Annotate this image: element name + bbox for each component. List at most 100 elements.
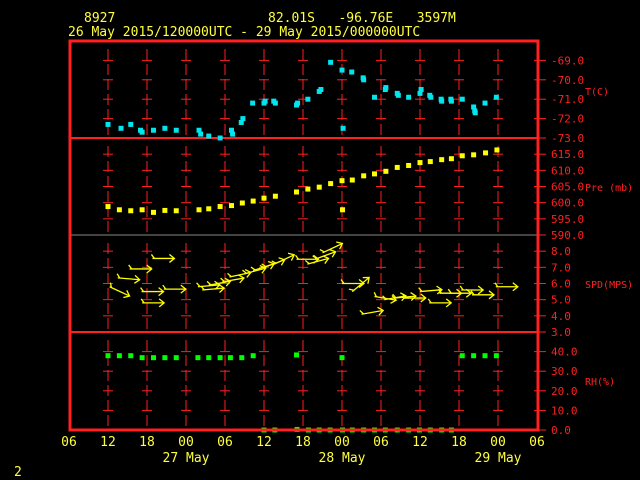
t-point bbox=[262, 98, 268, 104]
wind-arrow-head bbox=[146, 264, 153, 274]
t-point bbox=[361, 77, 367, 83]
rh-point bbox=[471, 353, 477, 359]
wind-arrow bbox=[271, 252, 296, 265]
wind-arrow bbox=[402, 293, 427, 303]
t-point bbox=[295, 100, 301, 106]
p-point bbox=[250, 198, 256, 204]
wind-arrow-shaft bbox=[314, 251, 336, 260]
y-tick-label: 8.0 bbox=[551, 245, 571, 258]
wind-arrow-barb bbox=[312, 255, 318, 260]
y-tick-label: 600.0 bbox=[551, 197, 584, 210]
wind-arrow bbox=[116, 273, 141, 284]
wind-arrow-barb bbox=[373, 292, 378, 298]
t-point bbox=[428, 94, 434, 100]
x-tick-label: 06 bbox=[529, 435, 545, 450]
wind-arrow-head bbox=[399, 292, 407, 302]
t-point bbox=[328, 59, 334, 65]
rh-point bbox=[206, 355, 212, 361]
rh-point bbox=[227, 355, 233, 361]
wind-arrow-head bbox=[123, 290, 131, 299]
y-axis-label: Pre (mb) bbox=[585, 183, 633, 194]
wind-arrow bbox=[140, 287, 165, 297]
wind-arrow-barb bbox=[359, 309, 364, 315]
p-point bbox=[116, 207, 122, 213]
wind-arrow-head bbox=[158, 287, 165, 297]
y-tick-label: 5.0 bbox=[551, 294, 571, 307]
wind-arrow-head bbox=[362, 276, 370, 284]
p-point bbox=[459, 153, 465, 159]
station-id: 8927 bbox=[84, 11, 115, 26]
wind-arrow-head bbox=[336, 241, 344, 250]
wind-arrow-head bbox=[410, 292, 417, 302]
wind-arrow bbox=[348, 276, 370, 293]
wind-arrow-head bbox=[477, 285, 485, 295]
p-point bbox=[372, 171, 377, 177]
y-tick-label: 30.0 bbox=[551, 365, 578, 378]
wind-arrow-shaft bbox=[109, 286, 130, 297]
wind-arrow-head bbox=[180, 284, 187, 294]
y-tick-label: 590.0 bbox=[551, 229, 584, 242]
t-point bbox=[372, 94, 377, 100]
p-point bbox=[206, 206, 212, 212]
y-axis-label: SPD(MPS) bbox=[585, 280, 633, 291]
rh-point bbox=[339, 355, 345, 361]
rh-point bbox=[250, 353, 256, 359]
wind-arrow-barb bbox=[494, 282, 499, 288]
wind-arrow-barb bbox=[242, 269, 247, 274]
rh-point bbox=[139, 355, 145, 361]
wind-arrow-barb bbox=[470, 290, 475, 296]
rh-point bbox=[294, 352, 299, 358]
wind-arrow-barb bbox=[116, 273, 121, 279]
wind-arrow-barb bbox=[437, 288, 443, 294]
wind-arrow bbox=[418, 285, 443, 295]
wind-arrow-barb bbox=[196, 282, 201, 287]
wind-arrow-barb bbox=[304, 259, 310, 265]
wind-arrow-barb bbox=[220, 277, 225, 283]
wind-arrow-barb bbox=[109, 282, 113, 288]
p-point bbox=[239, 200, 245, 206]
wind-arrow-barb bbox=[294, 254, 300, 260]
p-point bbox=[406, 162, 412, 168]
y-tick-label: 20.0 bbox=[551, 385, 578, 398]
y-tick-label: 605.0 bbox=[551, 181, 584, 194]
t-point bbox=[139, 129, 145, 135]
wind-arrow-shaft bbox=[208, 280, 231, 286]
y-tick-label: 610.0 bbox=[551, 164, 584, 177]
t-point bbox=[105, 121, 111, 127]
t-point bbox=[206, 133, 212, 139]
t-point bbox=[128, 121, 134, 127]
plot-frame bbox=[68, 39, 540, 432]
wind-arrow-barb bbox=[348, 288, 354, 291]
wind-arrow bbox=[304, 255, 330, 265]
p-point bbox=[439, 157, 445, 163]
t-point bbox=[240, 116, 246, 122]
t-point bbox=[417, 90, 423, 96]
t-point bbox=[217, 135, 223, 141]
x-tick-label: 06 bbox=[373, 435, 389, 450]
p-point bbox=[105, 204, 111, 210]
p-point bbox=[339, 178, 345, 184]
date-label: 28 May bbox=[319, 451, 366, 466]
t-point bbox=[406, 94, 412, 100]
page-number: 2 bbox=[14, 465, 22, 480]
station-location: 82.01S -96.76E 3597M bbox=[268, 11, 456, 26]
wind-arrow-head bbox=[329, 249, 337, 258]
wind-arrow bbox=[128, 264, 153, 274]
y-tick-label: -71.0 bbox=[551, 93, 584, 106]
t-point bbox=[318, 87, 324, 92]
rh-point bbox=[195, 355, 201, 361]
date-label: 27 May bbox=[163, 451, 210, 466]
wind-arrow-barb bbox=[427, 298, 432, 304]
wind-arrow-shaft bbox=[307, 257, 329, 265]
wind-arrow-head bbox=[390, 295, 398, 304]
p-point bbox=[261, 195, 267, 201]
wind-arrow-head bbox=[169, 253, 176, 263]
wind-arrow-barb bbox=[250, 266, 256, 271]
t-point bbox=[349, 69, 355, 75]
p-point bbox=[217, 204, 223, 210]
p-point bbox=[427, 159, 433, 165]
wind-arrow bbox=[140, 298, 166, 308]
y-tick-label: -73.0 bbox=[551, 132, 584, 145]
wind-arrow-barb bbox=[150, 254, 155, 259]
